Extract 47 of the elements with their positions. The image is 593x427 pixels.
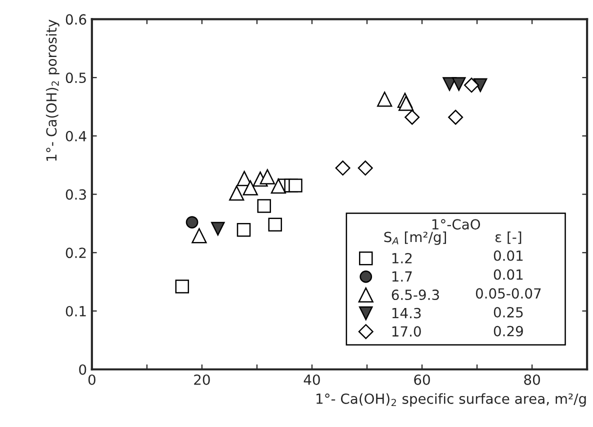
point xyxy=(452,77,466,91)
point xyxy=(404,110,420,125)
point xyxy=(335,160,350,176)
annotation: 0.05-0.07 xyxy=(476,288,541,299)
annotation: 0.29 xyxy=(494,326,523,336)
annotation: 0.01 xyxy=(494,250,523,261)
y-tick-label: 0.1 xyxy=(66,306,86,316)
point xyxy=(260,169,275,184)
x-tick-label: 20 xyxy=(194,374,210,385)
y-tick-label: 0.6 xyxy=(66,14,86,25)
y-tick-label: 0.5 xyxy=(66,72,86,84)
legend-label: 1.2 xyxy=(392,252,412,264)
point xyxy=(448,110,464,125)
point xyxy=(236,223,251,237)
point xyxy=(242,180,258,196)
legend-label: 1.7 xyxy=(392,271,412,282)
annotation: 0.01 xyxy=(494,269,523,280)
point xyxy=(398,96,414,111)
legend-label: 17.0 xyxy=(392,326,421,337)
annotation: ε [-] xyxy=(495,231,522,244)
point xyxy=(175,280,190,294)
y-tick-label: 0 xyxy=(79,364,86,375)
point xyxy=(377,92,392,107)
x-tick-label: 60 xyxy=(414,374,430,385)
point xyxy=(257,199,271,213)
x-axis-title: 1°- Ca(OH)$_{2}$ specific surface area, m²/g xyxy=(316,393,586,407)
point xyxy=(229,186,244,201)
legend-label: 14.3 xyxy=(392,308,421,318)
point xyxy=(464,78,480,93)
point xyxy=(270,178,286,194)
x-tick-label: 0 xyxy=(88,374,96,385)
x-tick-label: 40 xyxy=(304,374,320,385)
point xyxy=(288,178,302,192)
y-tick-label: 0.4 xyxy=(66,130,86,142)
point xyxy=(192,228,207,244)
x-tick-label: 80 xyxy=(524,374,540,385)
y-tick-label: 0.2 xyxy=(66,248,86,258)
legend-title: 1°-CaO xyxy=(432,219,480,230)
point xyxy=(268,218,282,232)
annotation: 0.25 xyxy=(494,307,523,318)
point xyxy=(211,222,225,236)
annotation: S$_{A}$ [m²/g] xyxy=(384,231,446,245)
point xyxy=(358,160,373,176)
y-tick-label: 0.3 xyxy=(66,189,86,200)
legend-label: 6.5-9.3 xyxy=(392,290,439,300)
y-axis-title: 1°- Ca(OH)$_{2}$ porosity xyxy=(46,20,60,161)
point xyxy=(186,216,198,228)
